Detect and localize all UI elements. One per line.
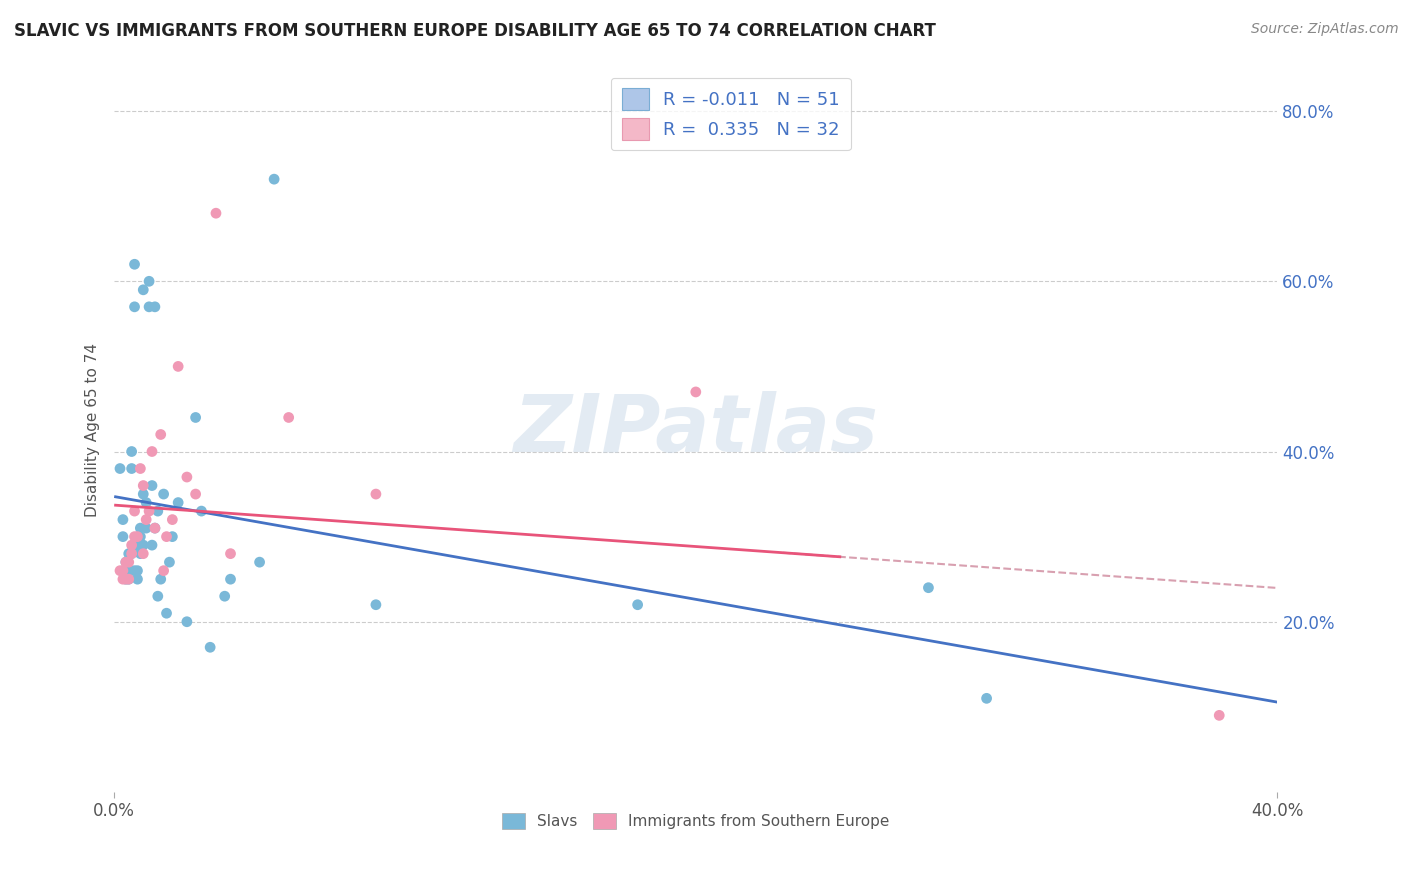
Point [917, 581, 939, 595]
Point [132, 538, 155, 552]
Point [118, 572, 141, 586]
Point [121, 547, 143, 561]
Point [118, 572, 141, 586]
Point [108, 564, 131, 578]
Point [127, 530, 149, 544]
Point [263, 172, 285, 186]
Point [143, 521, 166, 535]
Point [114, 555, 136, 569]
Point [124, 530, 146, 544]
Point [108, 461, 131, 475]
Point [124, 300, 146, 314]
Text: ZIPatlas: ZIPatlas [513, 392, 879, 469]
Point [138, 504, 160, 518]
Point [129, 521, 152, 535]
Point [162, 530, 184, 544]
Point [167, 359, 190, 374]
Point [118, 547, 141, 561]
Point [129, 461, 152, 475]
Point [146, 589, 169, 603]
Point [184, 487, 207, 501]
Point [124, 564, 146, 578]
Point [132, 547, 155, 561]
Point [141, 444, 163, 458]
Point [135, 513, 157, 527]
Point [976, 691, 998, 706]
Point [143, 521, 166, 535]
Point [627, 598, 650, 612]
Point [121, 461, 143, 475]
Point [127, 538, 149, 552]
Point [149, 572, 172, 586]
Point [138, 300, 160, 314]
Point [127, 564, 149, 578]
Point [114, 572, 136, 586]
Point [138, 274, 160, 288]
Point [141, 538, 163, 552]
Point [111, 564, 134, 578]
Point [149, 427, 172, 442]
Point [124, 504, 146, 518]
Point [249, 555, 271, 569]
Point [167, 495, 190, 509]
Point [198, 640, 221, 655]
Point [124, 257, 146, 271]
Point [129, 547, 152, 561]
Point [121, 547, 143, 561]
Text: Source: ZipAtlas.com: Source: ZipAtlas.com [1251, 22, 1399, 37]
Point [219, 572, 242, 586]
Point [155, 530, 177, 544]
Point [162, 513, 184, 527]
Point [152, 487, 174, 501]
Point [132, 478, 155, 492]
Point [143, 300, 166, 314]
Point [121, 538, 143, 552]
Point [184, 410, 207, 425]
Point [132, 283, 155, 297]
Point [114, 555, 136, 569]
Point [114, 572, 136, 586]
Point [146, 504, 169, 518]
Point [685, 384, 707, 399]
Point [190, 504, 212, 518]
Point [111, 513, 134, 527]
Point [176, 615, 198, 629]
Point [127, 572, 149, 586]
Point [129, 530, 152, 544]
Point [219, 547, 242, 561]
Point [141, 478, 163, 492]
Point [155, 606, 177, 620]
Y-axis label: Disability Age 65 to 74: Disability Age 65 to 74 [86, 343, 100, 517]
Point [1208, 708, 1230, 723]
Point [277, 410, 299, 425]
Text: SLAVIC VS IMMIGRANTS FROM SOUTHERN EUROPE DISABILITY AGE 65 TO 74 CORRELATION CH: SLAVIC VS IMMIGRANTS FROM SOUTHERN EUROP… [14, 22, 936, 40]
Point [214, 589, 236, 603]
Point [205, 206, 228, 220]
Point [121, 444, 143, 458]
Point [176, 470, 198, 484]
Point [135, 521, 157, 535]
Point [364, 598, 387, 612]
Point [111, 572, 134, 586]
Legend: Slavs, Immigrants from Southern Europe: Slavs, Immigrants from Southern Europe [496, 806, 896, 835]
Point [152, 564, 174, 578]
Point [364, 487, 387, 501]
Point [132, 487, 155, 501]
Point [118, 564, 141, 578]
Point [118, 555, 141, 569]
Point [111, 530, 134, 544]
Point [159, 555, 181, 569]
Point [135, 495, 157, 509]
